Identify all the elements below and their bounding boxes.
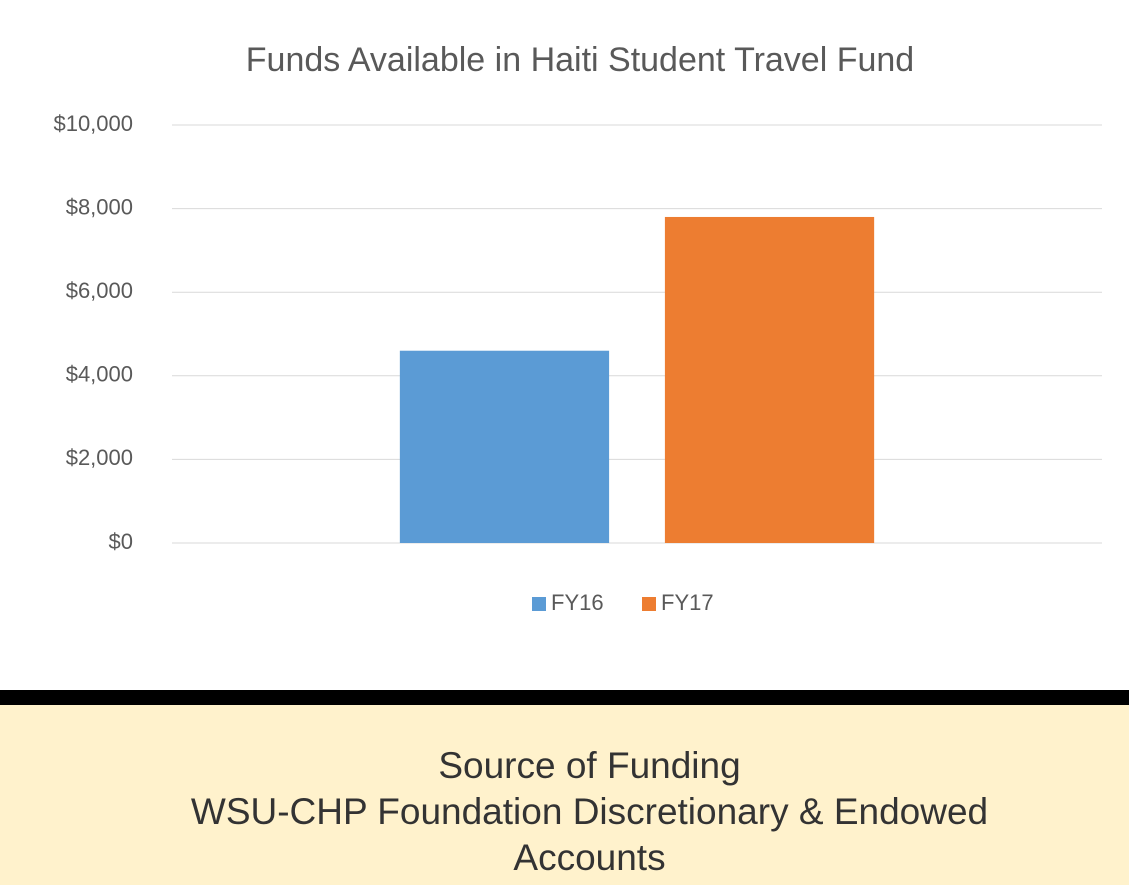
y-tick-label: $6,000 <box>66 278 133 303</box>
legend-swatch <box>532 597 546 611</box>
y-tick-label: $0 <box>109 529 133 554</box>
footer-line: Accounts <box>513 837 666 878</box>
bar <box>664 216 875 543</box>
y-tick-label: $8,000 <box>66 194 133 219</box>
legend-label: FY17 <box>661 590 714 615</box>
bar <box>399 350 610 543</box>
y-tick-label: $2,000 <box>66 445 133 470</box>
legend-label: FY16 <box>551 590 604 615</box>
y-tick-label: $10,000 <box>53 111 133 136</box>
footer-line: Source of Funding <box>438 745 741 786</box>
footer-line: WSU-CHP Foundation Discretionary & Endow… <box>190 791 989 832</box>
chart-title: Funds Available in Haiti Student Travel … <box>246 41 914 79</box>
footer: Source of Funding WSU-CHP Foundation Disc… <box>0 705 1129 885</box>
y-tick-label: $4,000 <box>66 362 133 387</box>
divider <box>0 690 1129 705</box>
chart: Funds Available in Haiti Student Travel … <box>53 41 1102 615</box>
legend-swatch <box>642 597 656 611</box>
